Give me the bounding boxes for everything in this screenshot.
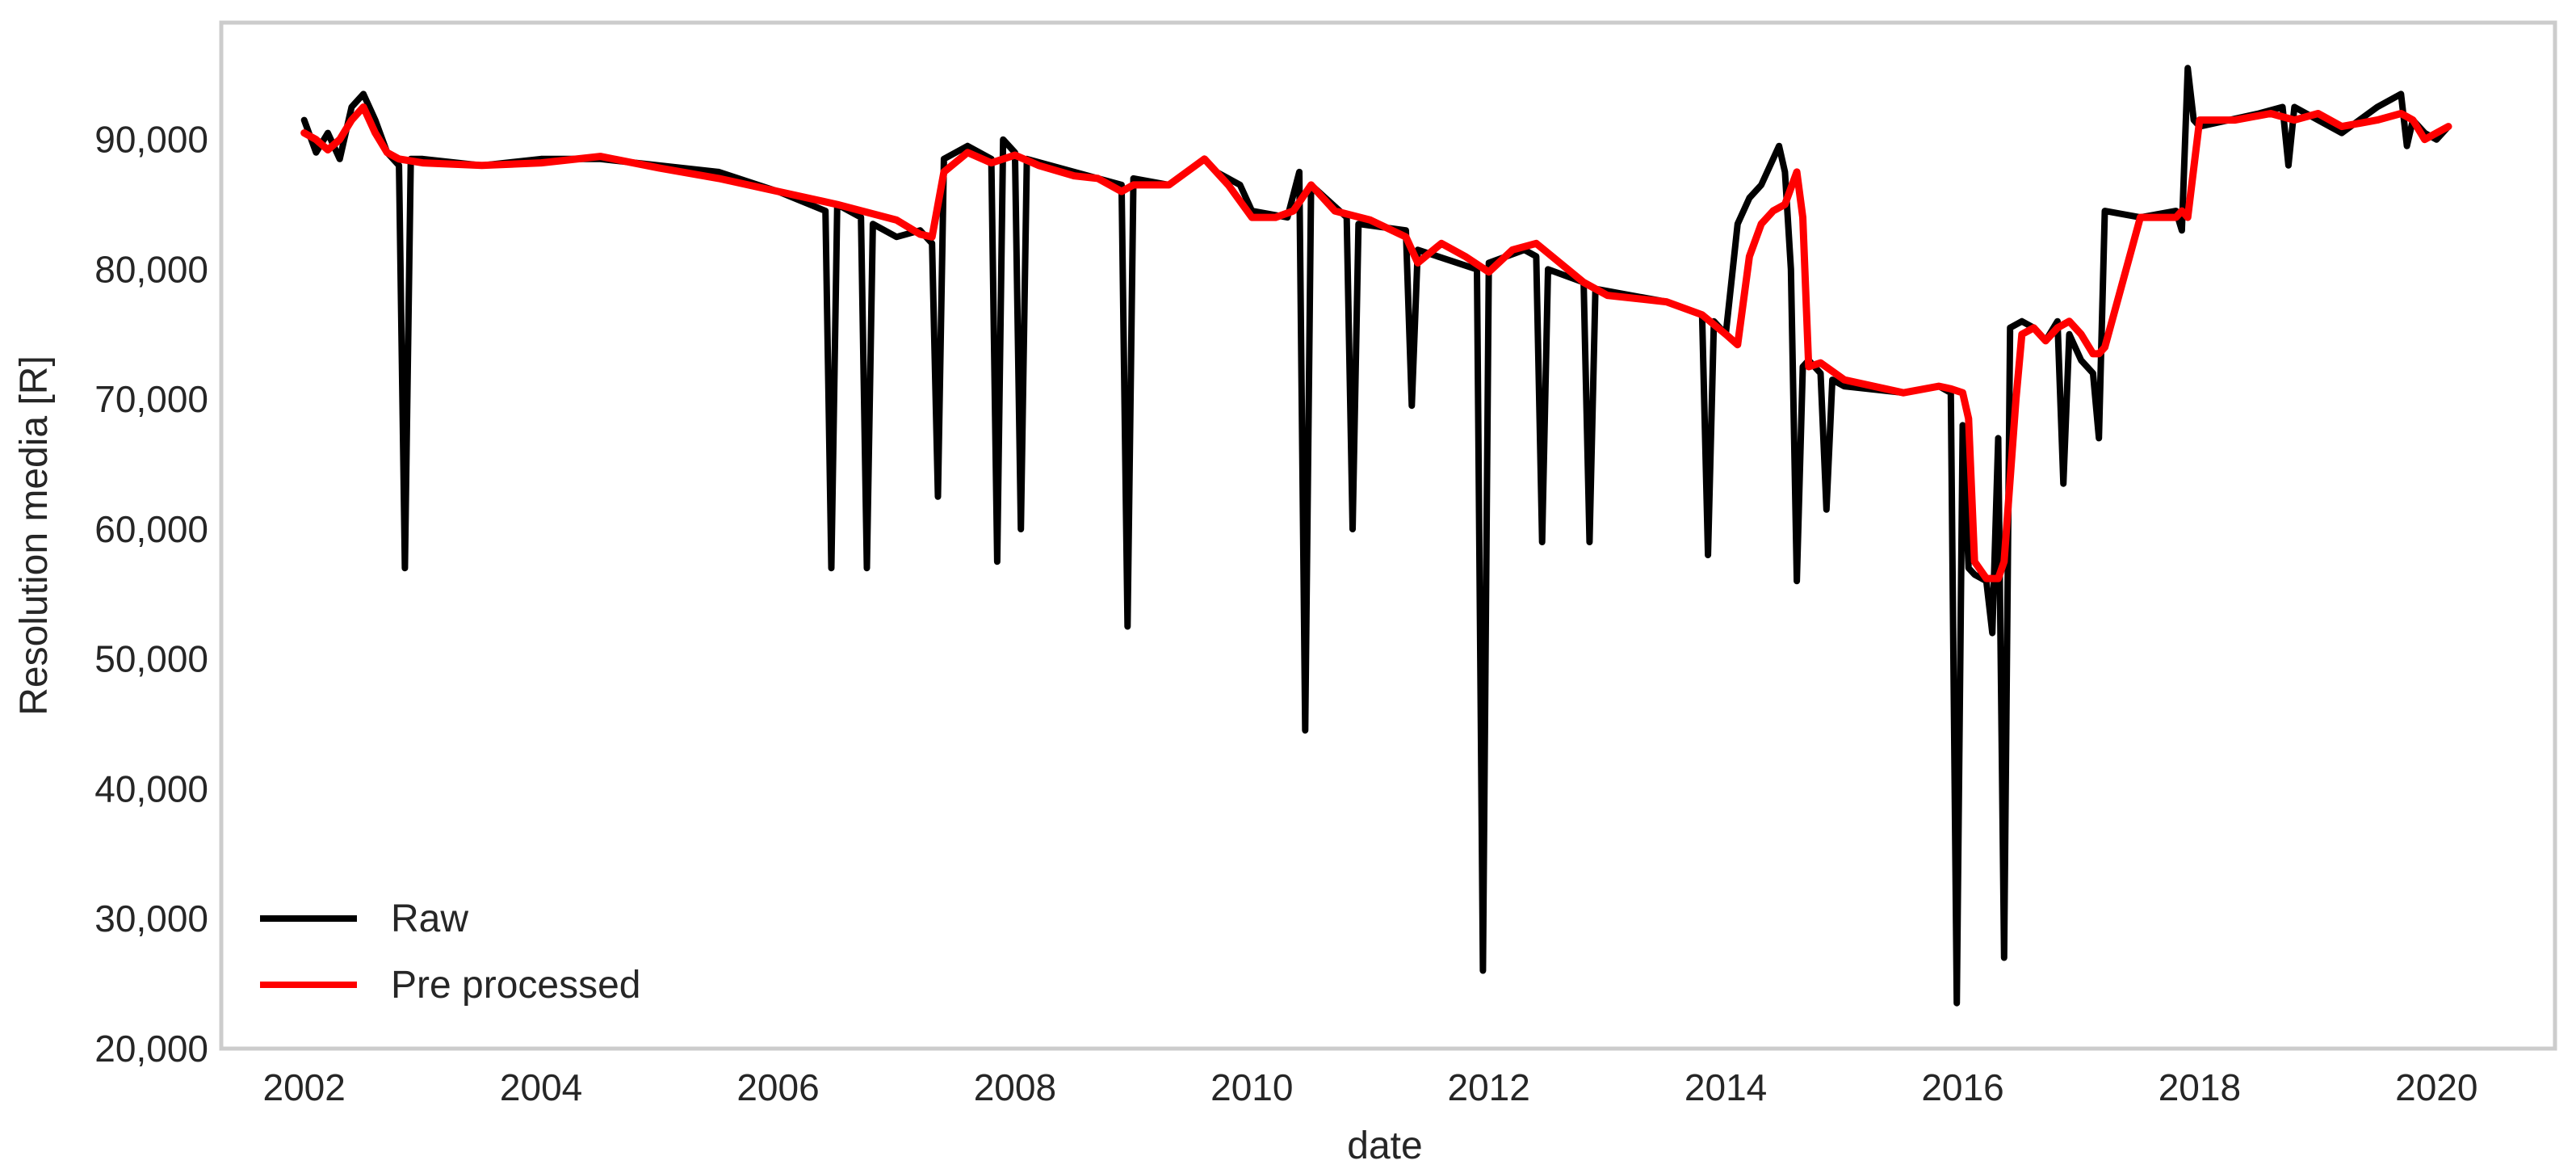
x-tick-label: 2006 bbox=[736, 1066, 819, 1108]
x-tick-label: 2014 bbox=[1684, 1066, 1767, 1108]
y-tick-label: 40,000 bbox=[94, 768, 208, 810]
series-layer bbox=[300, 65, 2452, 1007]
plot-area-frame bbox=[219, 20, 2557, 1051]
y-tick-label: 90,000 bbox=[94, 119, 208, 161]
y-axis-ticks: 20,000 30,000 40,000 50,000 60,000 70,000 80,0… bbox=[94, 119, 208, 1070]
y-tick-label: 70,000 bbox=[94, 378, 208, 420]
x-tick-label: 2018 bbox=[2159, 1066, 2241, 1108]
y-tick-label: 60,000 bbox=[94, 508, 208, 550]
x-axis-ticks: 2002 2004 2006 2008 2010 2012 2014 2016 2018 2020 bbox=[263, 1066, 2478, 1108]
y-tick-label: 80,000 bbox=[94, 248, 208, 290]
y-axis-label: Resolution media [R] bbox=[13, 355, 56, 716]
legend: Raw Pre processed bbox=[260, 898, 641, 1007]
x-axis-label: date bbox=[1347, 1125, 1422, 1167]
x-tick-label: 2010 bbox=[1210, 1066, 1293, 1108]
x-tick-label: 2012 bbox=[1448, 1066, 1530, 1108]
y-tick-label: 30,000 bbox=[94, 898, 208, 940]
legend-label-raw: Raw bbox=[391, 898, 468, 940]
y-tick-label: 50,000 bbox=[94, 638, 208, 680]
x-tick-label: 2020 bbox=[2395, 1066, 2477, 1108]
x-tick-label: 2008 bbox=[974, 1066, 1056, 1108]
series-line-pre-processed bbox=[300, 103, 2452, 582]
plot-area-background bbox=[221, 23, 2555, 1049]
x-tick-label: 2002 bbox=[263, 1066, 346, 1108]
x-tick-label: 2016 bbox=[1921, 1066, 2003, 1108]
y-tick-label: 20,000 bbox=[94, 1028, 208, 1070]
x-tick-label: 2004 bbox=[500, 1066, 582, 1108]
legend-label-pre-processed: Pre processed bbox=[391, 964, 641, 1007]
